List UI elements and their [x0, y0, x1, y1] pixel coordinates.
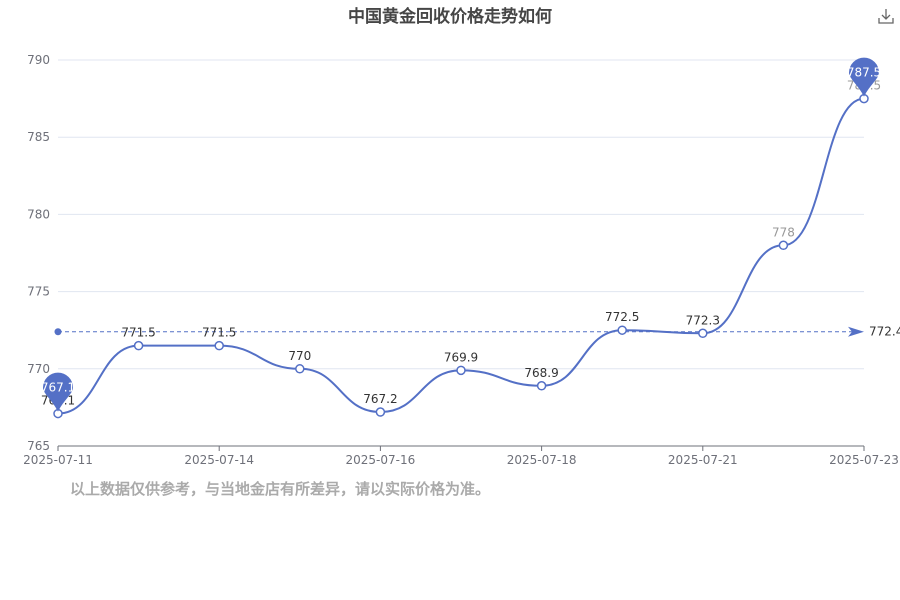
- data-point: [133, 340, 144, 351]
- x-tick-label: 2025-07-21: [668, 453, 738, 467]
- series-line: [57, 97, 865, 415]
- data-point: [456, 365, 466, 376]
- min-marker-label: 767.1: [41, 381, 75, 395]
- download-icon[interactable]: [876, 6, 896, 26]
- average-line-arrow: [848, 326, 864, 337]
- average-line-label: 772.4: [869, 325, 900, 339]
- footnote: 以上数据仅供参考，与当地金店有所差异，请以实际价格为准。: [70, 480, 491, 498]
- x-tick-label: 2025-07-11: [23, 453, 93, 467]
- data-label: 767.2: [363, 392, 397, 406]
- y-tick-label: 780: [27, 207, 50, 221]
- max-marker-label: 787.5: [847, 66, 881, 80]
- data-point: [536, 381, 547, 391]
- data-point: [375, 407, 386, 417]
- data-point: [698, 328, 708, 339]
- min-marker: [43, 372, 73, 412]
- x-tick-label: 2025-07-16: [346, 453, 416, 467]
- y-tick-label: 790: [27, 53, 50, 67]
- data-label: 769.9: [444, 350, 478, 364]
- y-tick-label: 770: [27, 362, 50, 376]
- data-label: 771.5: [121, 326, 155, 340]
- max-marker: [849, 57, 879, 97]
- data-label: 771.5: [202, 326, 236, 340]
- x-tick-label: 2025-07-23: [829, 453, 899, 467]
- data-label: 778: [772, 225, 795, 239]
- data-label: 772.5: [605, 310, 639, 324]
- y-tick-label: 775: [27, 285, 50, 299]
- x-tick-label: 2025-07-18: [507, 453, 577, 467]
- data-label: 772.3: [686, 313, 720, 327]
- data-point: [295, 364, 305, 374]
- data-label: 768.9: [524, 366, 558, 380]
- x-tick-label: 2025-07-14: [184, 453, 254, 467]
- data-label: 770: [288, 349, 311, 363]
- data-point: [617, 325, 627, 335]
- y-tick-label: 765: [27, 439, 50, 453]
- chart-title: 中国黄金回收价格走势如何: [348, 7, 552, 27]
- y-tick-label: 785: [27, 130, 50, 144]
- data-point: [214, 340, 224, 351]
- data-point: [778, 240, 789, 251]
